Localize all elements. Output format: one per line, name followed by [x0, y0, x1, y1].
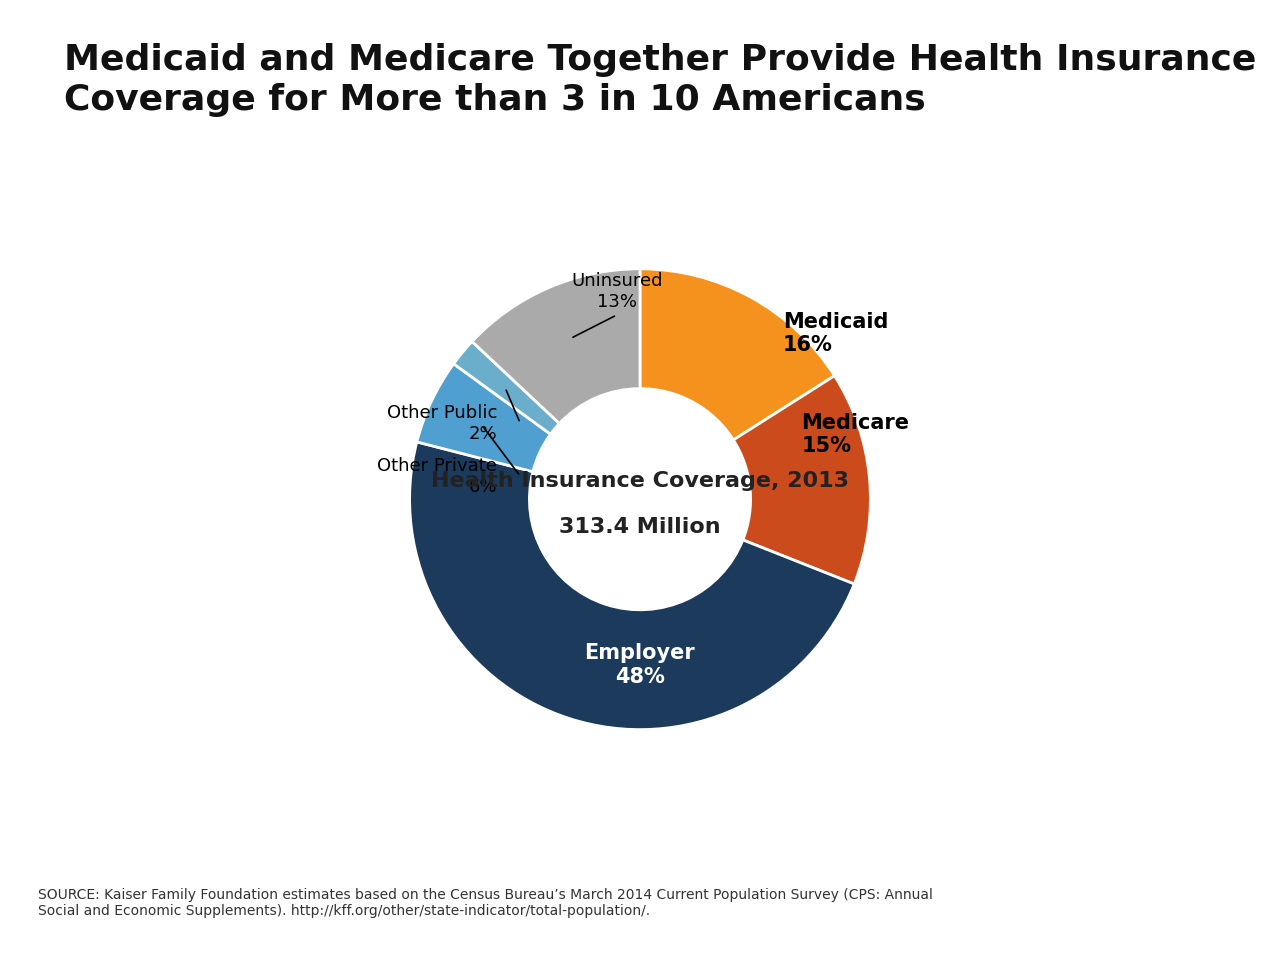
Text: Medicaid and Medicare Together Provide Health Insurance
Coverage for More than 3: Medicaid and Medicare Together Provide H…	[64, 43, 1257, 116]
Text: Other Private
6%: Other Private 6%	[378, 457, 497, 495]
Text: Uninsured
13%: Uninsured 13%	[571, 273, 663, 311]
Text: Medicare
15%: Medicare 15%	[801, 413, 909, 456]
Wedge shape	[410, 442, 854, 730]
Text: KAISER: KAISER	[1119, 893, 1192, 911]
Text: FAMILY: FAMILY	[1120, 912, 1190, 929]
Wedge shape	[640, 269, 835, 440]
Text: Health Insurance Coverage, 2013: Health Insurance Coverage, 2013	[431, 470, 849, 491]
Text: FOUNDATION: FOUNDATION	[1128, 940, 1183, 948]
Wedge shape	[417, 364, 550, 471]
Wedge shape	[733, 375, 870, 584]
Text: SOURCE: Kaiser Family Foundation estimates based on the Census Bureau’s March 20: SOURCE: Kaiser Family Foundation estimat…	[38, 888, 933, 918]
Wedge shape	[453, 342, 559, 434]
Text: Employer
48%: Employer 48%	[585, 643, 695, 686]
Text: 313.4 Million: 313.4 Million	[559, 516, 721, 537]
Wedge shape	[472, 269, 640, 423]
Text: Medicaid
16%: Medicaid 16%	[783, 312, 888, 355]
Text: Other Public
2%: Other Public 2%	[387, 404, 497, 443]
Text: THE HENRY J.: THE HENRY J.	[1128, 879, 1183, 888]
